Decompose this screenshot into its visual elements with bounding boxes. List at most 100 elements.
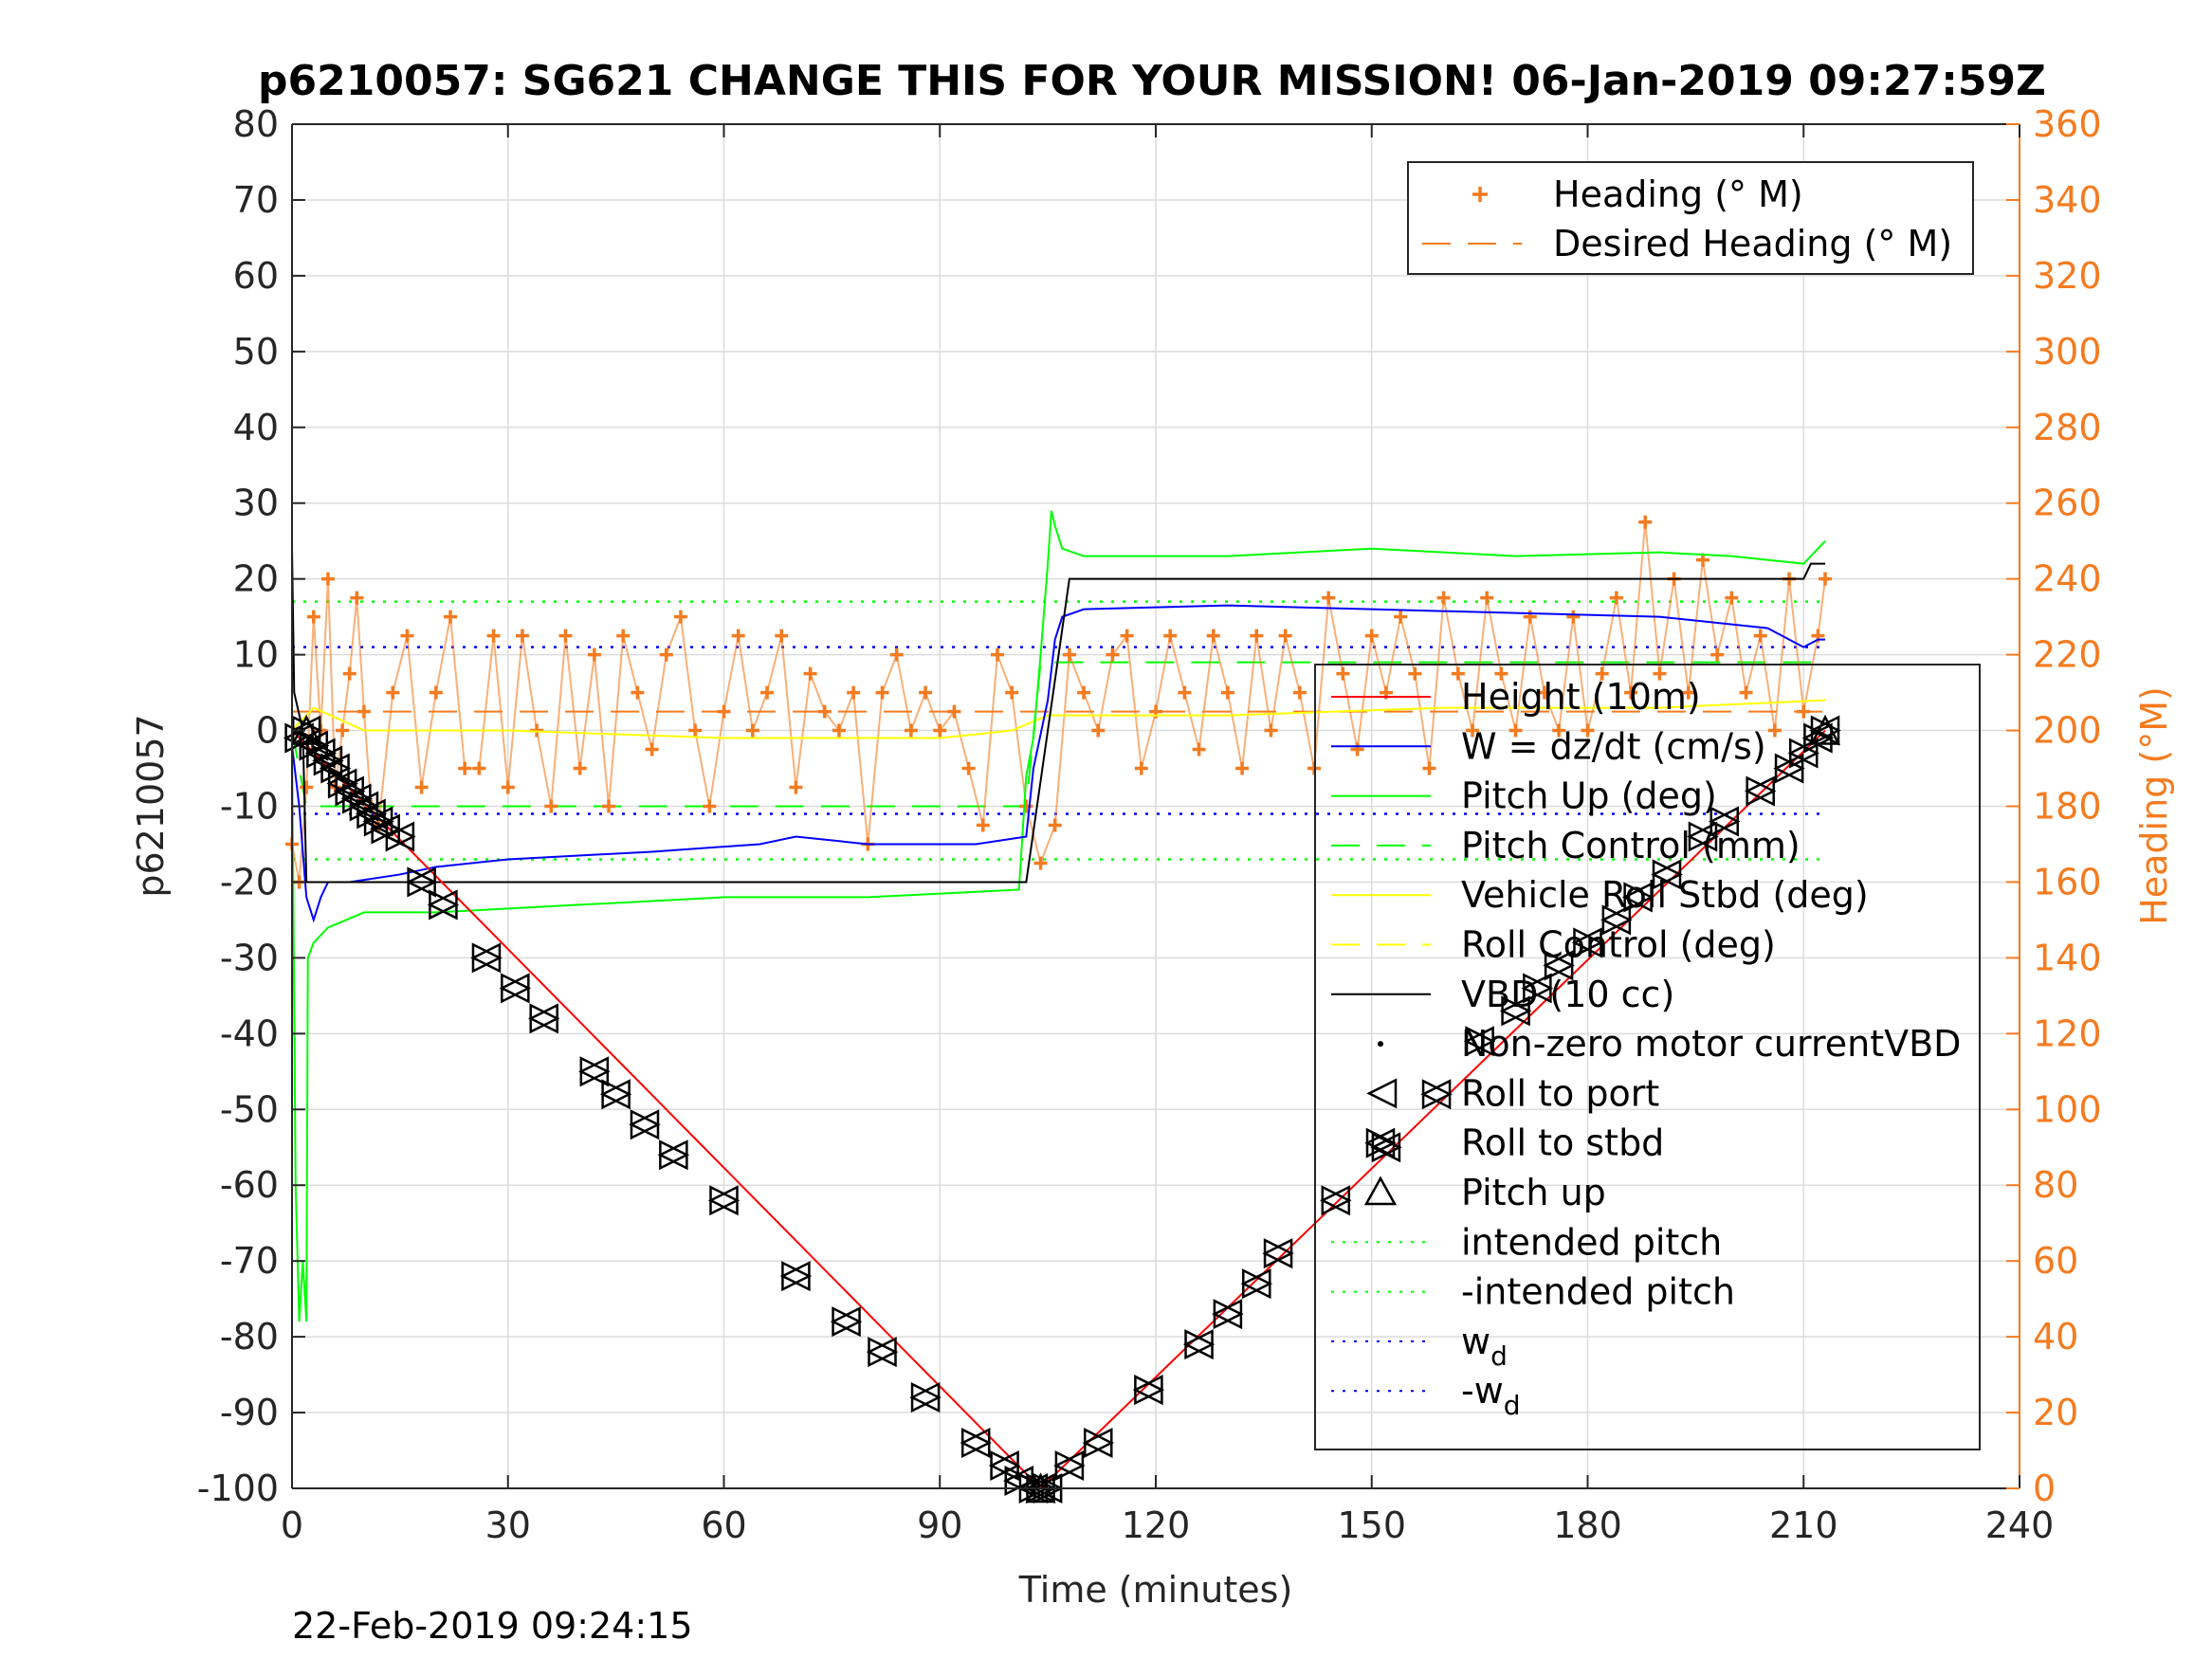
y-right-tick-label: 40 xyxy=(2033,1316,2078,1358)
y-right-tick-label: 360 xyxy=(2033,103,2102,145)
y-right-tick-label: 20 xyxy=(2033,1392,2078,1433)
legend-label: Roll Control (deg) xyxy=(1461,924,1776,966)
attitude-marker xyxy=(1212,1299,1244,1330)
roll-to-stbd-marker xyxy=(1544,950,1575,981)
roll-to-stbd-marker xyxy=(1746,775,1777,807)
legend-heading-symbol xyxy=(1472,187,1488,202)
roll-to-stbd-marker xyxy=(1084,1428,1115,1459)
heading-point xyxy=(386,685,400,700)
heading-point xyxy=(1019,799,1033,813)
heading-point xyxy=(1048,818,1062,832)
legend-label: Pitch up xyxy=(1461,1172,1606,1213)
attitude-marker xyxy=(1687,821,1719,852)
legend-pitch-up-symbol xyxy=(1363,1176,1398,1206)
roll-to-stbd-marker xyxy=(709,1185,740,1216)
legend-label-subscript: d xyxy=(1490,1340,1508,1372)
heading-point xyxy=(1106,647,1120,662)
attitude-marker xyxy=(1053,1449,1086,1482)
heading-point xyxy=(1451,666,1465,681)
heading-point xyxy=(631,685,645,700)
heading-point xyxy=(947,704,961,719)
heading-point xyxy=(1710,647,1725,662)
heading-point xyxy=(501,780,515,794)
roll-to-stbd-marker xyxy=(529,1003,560,1034)
heading-point xyxy=(1350,742,1364,757)
heading-point xyxy=(1394,610,1408,624)
heading-point xyxy=(1725,591,1739,605)
roll-to-stbd-marker xyxy=(1652,859,1683,890)
attitude-marker xyxy=(1571,927,1604,958)
y-tick-label: -80 xyxy=(220,1316,279,1358)
attitude-marker xyxy=(830,1306,863,1338)
axes: 0 30 60 90 120 150 180 210 240-100-90-80-70-60-5… xyxy=(197,103,2102,1546)
x-axis-label: Time (minutes) xyxy=(1018,1569,1293,1611)
heading-point xyxy=(817,704,832,719)
heading-point xyxy=(1278,629,1292,643)
roll-to-stbd-marker xyxy=(1242,1268,1273,1300)
attitude-marker xyxy=(1182,1329,1216,1360)
x-tick-label: 210 xyxy=(1769,1504,1838,1546)
heading-point xyxy=(760,685,775,700)
heading-point xyxy=(990,647,1004,662)
legend-heading-label: Desired Heading (° M) xyxy=(1553,223,1952,264)
heading-point xyxy=(300,780,314,794)
attitude-marker xyxy=(1543,950,1575,981)
attitude-marker xyxy=(1370,1132,1402,1163)
roll-to-stbd-marker xyxy=(781,1261,813,1292)
y-axis-right-label: Heading (°M) xyxy=(2133,686,2175,925)
roll-to-stbd-marker xyxy=(320,753,352,784)
heading-point xyxy=(1819,572,1833,586)
attitude-marker xyxy=(1708,806,1741,837)
heading-point xyxy=(1494,666,1508,681)
attitude-marker xyxy=(1262,1238,1294,1269)
y-tick-label: 60 xyxy=(233,255,279,297)
series-pitch-up-deg xyxy=(291,510,1826,1322)
heading-point xyxy=(832,723,846,738)
attitude-marker xyxy=(657,1139,690,1171)
heading-point xyxy=(961,761,976,775)
heading-point xyxy=(1681,685,1695,700)
heading-point xyxy=(1566,610,1581,624)
heading-point xyxy=(889,647,904,662)
heading-point xyxy=(1292,685,1307,700)
y-tick-label: -60 xyxy=(220,1164,279,1206)
heading-point xyxy=(1077,685,1091,700)
heading-point xyxy=(616,629,631,643)
attitude-marker xyxy=(405,866,438,898)
legend-label: -intended pitch xyxy=(1461,1271,1735,1313)
heading-point xyxy=(558,629,573,643)
y-right-tick-label: 100 xyxy=(2033,1088,2102,1130)
roll-to-stbd-marker xyxy=(1601,904,1633,936)
heading-point xyxy=(717,704,731,719)
attitude-marker xyxy=(1521,973,1554,1004)
heading-point xyxy=(587,647,601,662)
roll-to-stbd-marker xyxy=(659,1139,690,1171)
attitude-marker xyxy=(1809,714,1841,746)
heading-point xyxy=(1624,685,1638,700)
heading-point xyxy=(1336,666,1350,681)
heading-point xyxy=(429,685,443,700)
heading-point xyxy=(1422,761,1436,775)
legend-heading-label: Heading (° M) xyxy=(1553,173,1803,215)
attitude-marker xyxy=(866,1337,899,1368)
heading-point xyxy=(688,723,703,738)
legend-label: Roll to stbd xyxy=(1461,1122,1664,1164)
heading-point xyxy=(703,799,717,813)
roll-to-stbd-marker xyxy=(429,889,460,921)
attitude-marker xyxy=(1651,859,1683,890)
heading-point xyxy=(1192,742,1206,757)
attitude-marker xyxy=(470,942,503,974)
heading-point xyxy=(1408,666,1422,681)
timestamp-footer: 22-Feb-2019 09:24:15 xyxy=(292,1605,693,1647)
y-right-tick-label: 140 xyxy=(2033,937,2102,978)
attitude-marker xyxy=(499,973,532,1004)
heading-point xyxy=(472,761,486,775)
heading-point xyxy=(356,704,371,719)
heading-point xyxy=(1767,723,1782,738)
attitude-marker xyxy=(384,821,416,852)
heading-point xyxy=(731,629,745,643)
y-right-tick-label: 160 xyxy=(2033,861,2102,902)
heading-point xyxy=(342,666,356,681)
y-right-tick-label: 200 xyxy=(2033,710,2102,752)
